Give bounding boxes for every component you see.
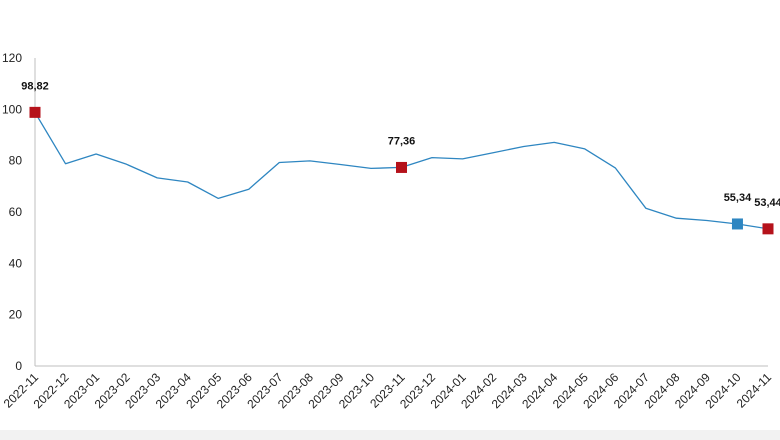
highlight-marker: [731, 218, 743, 230]
data-point: [552, 140, 556, 144]
data-label: 77,36: [388, 135, 416, 147]
marker-layer: [29, 106, 774, 235]
data-label: 98,82: [21, 80, 49, 92]
y-tick-label: 100: [2, 102, 22, 116]
data-point: [583, 147, 587, 151]
data-point: [461, 157, 465, 161]
label-layer: 98,82 77,36 55,34 53,44: [21, 80, 780, 208]
data-point: [430, 156, 434, 160]
data-label: 55,34: [724, 192, 752, 204]
y-tick-label: 0: [15, 359, 22, 373]
x-axis: 2022-112022-122023-012023-022023-032023-…: [1, 365, 775, 411]
data-point: [186, 180, 190, 184]
data-point: [705, 218, 709, 222]
data-label: 53,44: [754, 197, 780, 209]
data-point: [491, 151, 495, 155]
highlight-marker: [762, 223, 774, 235]
data-point: [613, 166, 617, 170]
data-point: [644, 206, 648, 210]
data-point: [308, 159, 312, 163]
data-point: [94, 152, 98, 156]
y-tick-label: 80: [9, 154, 23, 168]
x-tick-label: 2024-11: [734, 370, 775, 411]
y-tick-label: 40: [9, 256, 23, 270]
y-tick-label: 20: [9, 308, 23, 322]
data-point: [369, 166, 373, 170]
y-tick-label: 120: [2, 51, 22, 65]
data-point: [125, 162, 129, 166]
data-point: [155, 176, 159, 180]
data-point: [277, 160, 281, 164]
data-point: [338, 163, 342, 167]
y-axis: 0 20 40 60 80 100 120: [2, 51, 36, 373]
data-point: [247, 187, 251, 191]
data-point: [674, 216, 678, 220]
y-tick-label: 60: [9, 205, 23, 219]
highlight-marker: [396, 161, 407, 173]
bottom-band: [0, 430, 780, 440]
highlight-marker: [29, 106, 41, 118]
data-point: [64, 162, 68, 166]
data-point: [216, 196, 220, 200]
data-point: [522, 145, 526, 149]
line-chart: 0 20 40 60 80 100 120 2022-112022-122023-01202…: [1, 51, 780, 411]
